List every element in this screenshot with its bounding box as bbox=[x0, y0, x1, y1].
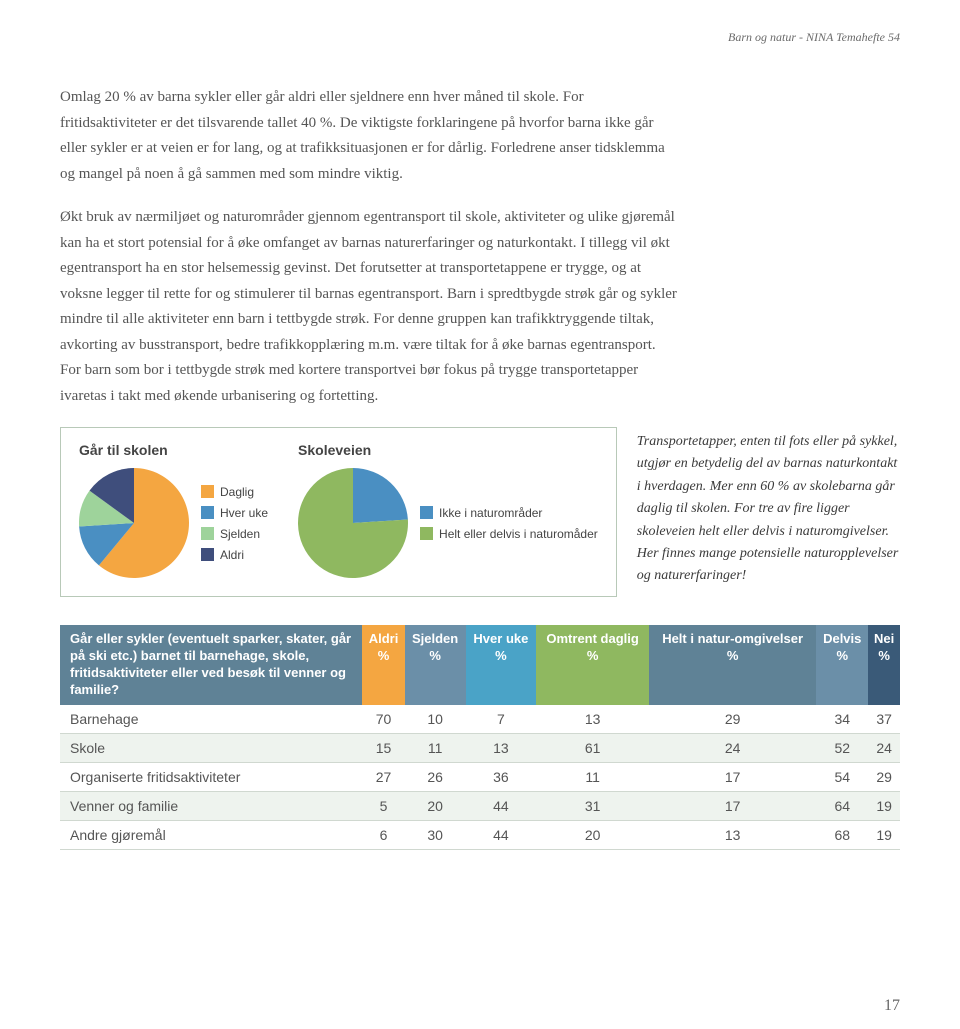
table-row: Organiserte fritidsaktiviteter2726361117… bbox=[60, 762, 900, 791]
paragraph-2: Økt bruk av nærmiljøet og naturområder g… bbox=[60, 205, 680, 409]
legend-label: Helt eller delvis i naturomåder bbox=[439, 527, 598, 541]
table-cell: 29 bbox=[649, 705, 816, 734]
table-cell: 29 bbox=[868, 762, 900, 791]
charts-and-caption-row: Går til skolen Daglig Hver uke Sjelden Aldr… bbox=[60, 427, 900, 597]
page-number: 17 bbox=[884, 997, 900, 1015]
table-cell: 24 bbox=[649, 733, 816, 762]
pie-chart-2-group: Skoleveien Ikke i naturområder Helt eller… bbox=[298, 442, 598, 578]
table-cell: 31 bbox=[536, 791, 649, 820]
legend-item: Daglig bbox=[201, 485, 268, 499]
pie-slice bbox=[353, 468, 408, 523]
charts-caption: Transportetapper, enten til fots eller p… bbox=[637, 427, 900, 588]
legend-item: Helt eller delvis i naturomåder bbox=[420, 527, 598, 541]
pie-chart-2-legend: Ikke i naturområder Helt eller delvis i n… bbox=[420, 506, 598, 541]
table-header-cell: Sjelden% bbox=[405, 625, 466, 705]
table-cell: 20 bbox=[536, 820, 649, 849]
table-row: Barnehage7010713293437 bbox=[60, 705, 900, 734]
running-header: Barn og natur - NINA Temahefte 54 bbox=[60, 30, 900, 45]
legend-item: Aldri bbox=[201, 548, 268, 562]
table-header-row: Går eller sykler (eventuelt sparker, ska… bbox=[60, 625, 900, 705]
pie-chart-1-title: Går til skolen bbox=[79, 442, 268, 458]
pie-chart-2 bbox=[298, 468, 408, 578]
table-cell: 13 bbox=[466, 733, 537, 762]
legend-label: Aldri bbox=[220, 548, 244, 562]
table-cell: 26 bbox=[405, 762, 466, 791]
table-cell: 13 bbox=[536, 705, 649, 734]
table-cell: 70 bbox=[362, 705, 404, 734]
table-row: Skole15111361245224 bbox=[60, 733, 900, 762]
table-cell: 10 bbox=[405, 705, 466, 734]
legend-label: Hver uke bbox=[220, 506, 268, 520]
table-header-cell: Går eller sykler (eventuelt sparker, ska… bbox=[60, 625, 362, 705]
legend-swatch bbox=[201, 548, 214, 561]
table-cell: 37 bbox=[868, 705, 900, 734]
data-table: Går eller sykler (eventuelt sparker, ska… bbox=[60, 625, 900, 850]
table-cell: 36 bbox=[466, 762, 537, 791]
table-cell: 61 bbox=[536, 733, 649, 762]
table-cell: 19 bbox=[868, 820, 900, 849]
legend-swatch bbox=[201, 506, 214, 519]
table-row-label: Barnehage bbox=[60, 705, 362, 734]
table-row-label: Andre gjøremål bbox=[60, 820, 362, 849]
pie-chart-2-title: Skoleveien bbox=[298, 442, 598, 458]
pie-chart-1 bbox=[79, 468, 189, 578]
table-header-cell: Delvis% bbox=[816, 625, 868, 705]
pie-chart-1-group: Går til skolen Daglig Hver uke Sjelden Aldr… bbox=[79, 442, 268, 578]
table-row-label: Skole bbox=[60, 733, 362, 762]
table-row: Andre gjøremål6304420136819 bbox=[60, 820, 900, 849]
table-cell: 13 bbox=[649, 820, 816, 849]
table-row-label: Organiserte fritidsaktiviteter bbox=[60, 762, 362, 791]
table-header-cell: Nei% bbox=[868, 625, 900, 705]
table-cell: 27 bbox=[362, 762, 404, 791]
table-cell: 7 bbox=[466, 705, 537, 734]
table-header-cell: Aldri% bbox=[362, 625, 404, 705]
table-header-cell: Hver uke% bbox=[466, 625, 537, 705]
table-header-cell: Helt i natur-omgivelser% bbox=[649, 625, 816, 705]
table-cell: 17 bbox=[649, 791, 816, 820]
table-cell: 52 bbox=[816, 733, 868, 762]
table-cell: 19 bbox=[868, 791, 900, 820]
pie-chart-1-legend: Daglig Hver uke Sjelden Aldri bbox=[201, 485, 268, 562]
legend-label: Sjelden bbox=[220, 527, 260, 541]
table-header-cell: Omtrent daglig% bbox=[536, 625, 649, 705]
table-row: Venner og familie5204431176419 bbox=[60, 791, 900, 820]
table-cell: 11 bbox=[405, 733, 466, 762]
legend-item: Sjelden bbox=[201, 527, 268, 541]
table-cell: 64 bbox=[816, 791, 868, 820]
table-cell: 54 bbox=[816, 762, 868, 791]
table-cell: 11 bbox=[536, 762, 649, 791]
table-cell: 24 bbox=[868, 733, 900, 762]
legend-swatch bbox=[420, 527, 433, 540]
table-row-label: Venner og familie bbox=[60, 791, 362, 820]
legend-swatch bbox=[201, 485, 214, 498]
table-cell: 68 bbox=[816, 820, 868, 849]
legend-label: Ikke i naturområder bbox=[439, 506, 542, 520]
legend-item: Hver uke bbox=[201, 506, 268, 520]
table-cell: 44 bbox=[466, 820, 537, 849]
table-cell: 34 bbox=[816, 705, 868, 734]
table-cell: 20 bbox=[405, 791, 466, 820]
table-cell: 30 bbox=[405, 820, 466, 849]
legend-item: Ikke i naturområder bbox=[420, 506, 598, 520]
data-table-wrap: Går eller sykler (eventuelt sparker, ska… bbox=[60, 625, 900, 850]
body-text-block: Omlag 20 % av barna sykler eller går ald… bbox=[60, 85, 680, 409]
legend-swatch bbox=[420, 506, 433, 519]
table-cell: 6 bbox=[362, 820, 404, 849]
legend-label: Daglig bbox=[220, 485, 254, 499]
table-cell: 17 bbox=[649, 762, 816, 791]
table-cell: 5 bbox=[362, 791, 404, 820]
table-cell: 44 bbox=[466, 791, 537, 820]
pie-charts-box: Går til skolen Daglig Hver uke Sjelden Aldr… bbox=[60, 427, 617, 597]
paragraph-1: Omlag 20 % av barna sykler eller går ald… bbox=[60, 85, 680, 187]
table-cell: 15 bbox=[362, 733, 404, 762]
table-body: Barnehage7010713293437Skole1511136124522… bbox=[60, 705, 900, 850]
legend-swatch bbox=[201, 527, 214, 540]
